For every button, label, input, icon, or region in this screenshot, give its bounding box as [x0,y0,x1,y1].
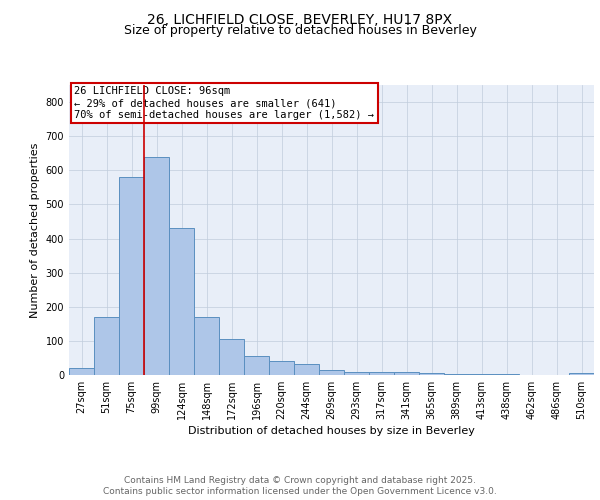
Bar [294,364,319,375]
Bar [394,372,419,375]
Bar [94,317,119,375]
Bar [444,374,469,375]
Bar [369,372,394,375]
Bar [219,339,244,375]
Bar [119,177,144,375]
Bar [344,372,369,375]
Bar [494,374,519,375]
Bar [169,228,194,375]
Bar [419,373,444,375]
Bar [469,374,494,375]
Bar [69,368,94,375]
Bar [194,317,219,375]
X-axis label: Distribution of detached houses by size in Beverley: Distribution of detached houses by size … [188,426,475,436]
Bar [319,370,344,375]
Text: Contains public sector information licensed under the Open Government Licence v3: Contains public sector information licen… [103,487,497,496]
Y-axis label: Number of detached properties: Number of detached properties [30,142,40,318]
Bar [569,373,594,375]
Text: Size of property relative to detached houses in Beverley: Size of property relative to detached ho… [124,24,476,37]
Bar [244,356,269,375]
Text: 26, LICHFIELD CLOSE, BEVERLEY, HU17 8PX: 26, LICHFIELD CLOSE, BEVERLEY, HU17 8PX [148,12,452,26]
Text: Contains HM Land Registry data © Crown copyright and database right 2025.: Contains HM Land Registry data © Crown c… [124,476,476,485]
Text: 26 LICHFIELD CLOSE: 96sqm
← 29% of detached houses are smaller (641)
70% of semi: 26 LICHFIELD CLOSE: 96sqm ← 29% of detac… [74,86,374,120]
Bar [144,156,169,375]
Bar [269,360,294,375]
